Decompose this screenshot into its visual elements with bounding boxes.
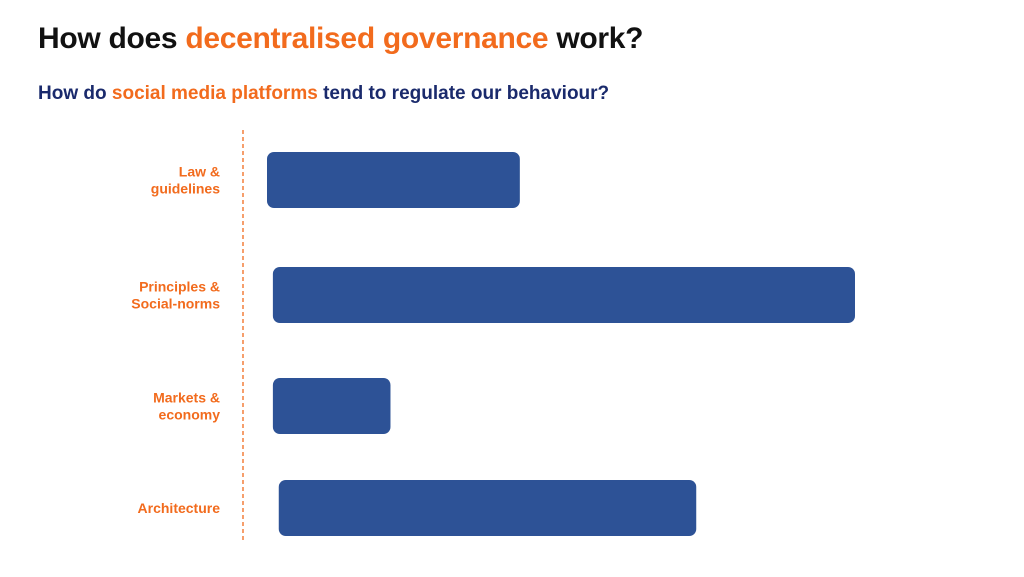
title-suffix: work? xyxy=(548,22,644,55)
category-label-2-line-1: economy xyxy=(159,407,221,423)
title-prefix: How does xyxy=(38,22,186,55)
page-subtitle: How do social media platforms tend to re… xyxy=(38,83,609,105)
category-label-2-line-0: Markets & xyxy=(153,390,220,406)
bar-2 xyxy=(272,378,391,434)
subtitle-prefix: How do xyxy=(38,83,112,104)
subtitle-highlight: social media platforms xyxy=(111,83,318,104)
category-label-0-line-1: guidelines xyxy=(151,181,220,197)
title-highlight: decentralised governance xyxy=(185,22,549,55)
category-label-3-line-0: Architecture xyxy=(138,500,221,516)
bar-1 xyxy=(272,267,855,323)
bar-3 xyxy=(278,480,697,536)
category-label-0-line-0: Law & xyxy=(179,164,220,180)
bar-0 xyxy=(267,152,520,208)
page-title: How does decentralised governance work? xyxy=(38,22,643,56)
subtitle-suffix: tend to regulate our behaviour? xyxy=(317,83,610,104)
category-label-1-line-0: Principles & xyxy=(139,279,220,295)
category-label-1-line-1: Social-norms xyxy=(131,296,220,312)
